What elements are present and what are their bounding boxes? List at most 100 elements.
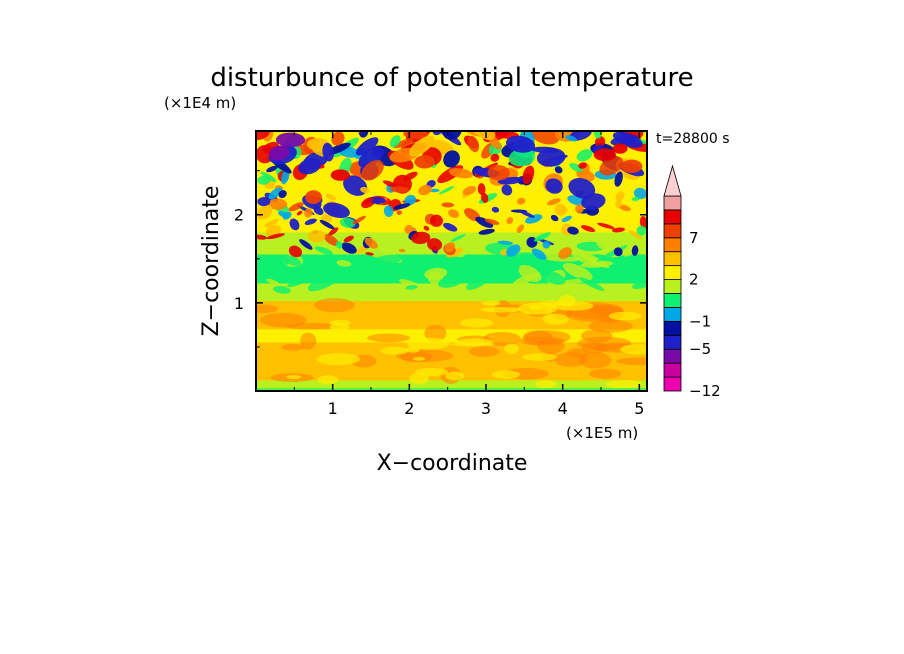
contour-patch — [480, 192, 489, 203]
contour-patch — [620, 344, 647, 355]
contour-patch — [498, 265, 520, 278]
contour-patch — [398, 248, 406, 253]
y-axis: 12 — [234, 170, 647, 348]
x-tick-label: 1 — [328, 399, 338, 418]
contour-patch — [545, 178, 563, 194]
contour-patch — [268, 145, 290, 161]
contour-patch — [396, 210, 402, 215]
contour-patch — [328, 227, 339, 236]
contour-patch — [380, 346, 409, 355]
contour-patch — [636, 225, 647, 236]
contour-patch — [541, 270, 566, 285]
contour-patch — [478, 228, 495, 235]
contour-patch — [330, 169, 350, 181]
contour-patch — [596, 237, 618, 251]
contour-patch — [443, 222, 458, 232]
chart-title: disturbunce of potential temperature — [210, 63, 693, 93]
contour-patch — [460, 318, 494, 328]
contour-patch — [513, 273, 540, 285]
contour-patch — [605, 379, 643, 389]
contour-patch — [469, 131, 496, 141]
contour-patch — [554, 203, 567, 216]
contour-patch — [491, 206, 500, 213]
contour-patch — [450, 234, 466, 242]
colorbar-swatch — [663, 237, 682, 253]
contour-patch — [581, 225, 596, 233]
contour-patch — [357, 274, 369, 282]
contour-patch — [360, 186, 370, 194]
contour-patch — [387, 283, 405, 297]
contour-patch — [305, 190, 322, 205]
contour-patch — [612, 143, 628, 154]
contour-patch — [259, 257, 290, 271]
colorbar-swatch — [663, 348, 682, 364]
colorbar-tick-label: 2 — [689, 271, 699, 289]
contour-patch — [389, 186, 409, 193]
contour-patch — [424, 267, 448, 280]
contour-patch — [275, 132, 306, 148]
y-tick-label: 2 — [234, 206, 244, 225]
heatmap-field — [256, 131, 647, 391]
contour-patch — [409, 135, 435, 157]
contour-patch — [286, 375, 302, 380]
contour-patch — [409, 257, 419, 265]
contour-patch — [256, 234, 267, 240]
contour-patch — [578, 351, 612, 369]
contour-patch — [615, 200, 623, 208]
contour-patch — [268, 187, 283, 200]
contour-patch — [543, 247, 559, 261]
contour-patch — [577, 251, 610, 268]
contour-patch — [418, 184, 432, 196]
contour-patch — [382, 180, 400, 189]
x-tick-label: 2 — [404, 399, 414, 418]
contour-patch — [620, 159, 643, 173]
contour-patch — [558, 247, 572, 260]
x-tick-label: 4 — [558, 399, 568, 418]
contour-patch — [522, 353, 558, 361]
contour-patch — [256, 205, 273, 220]
contour-patch — [256, 304, 279, 314]
contour-patch — [331, 131, 345, 146]
contour-patch — [367, 333, 411, 343]
contour-patch — [633, 187, 647, 200]
contour-patch — [480, 306, 522, 313]
contour-patch — [506, 217, 514, 225]
contour-patch — [486, 285, 516, 301]
contour-patch — [445, 371, 465, 381]
contour-patch — [444, 242, 456, 253]
x-unit-label: (×1E5 m) — [566, 424, 638, 442]
contour-patch — [307, 229, 326, 243]
contour-patch — [576, 149, 593, 162]
contour-patch — [639, 216, 647, 229]
contour-patch — [568, 177, 596, 199]
contour-patch — [530, 131, 560, 145]
contour-patch — [632, 277, 647, 290]
contour-patch — [575, 204, 584, 214]
contour-patch — [519, 257, 550, 267]
contour-patch — [362, 198, 374, 205]
contour-patch — [298, 158, 321, 175]
colorbar-swatch — [663, 334, 682, 350]
colorbar-swatch — [663, 279, 682, 294]
contour-patch — [561, 215, 572, 223]
colorbar-swatch — [663, 293, 682, 308]
contour-patch — [487, 165, 510, 181]
contour-patch — [414, 155, 436, 169]
contour-patch — [361, 287, 390, 298]
contour-patch — [462, 185, 477, 196]
contour-patch — [450, 341, 495, 347]
contour-patch — [438, 186, 455, 195]
contour-patch — [508, 284, 537, 299]
contour-patch — [406, 337, 450, 350]
contour-patch — [594, 136, 606, 148]
contour-patch — [257, 175, 271, 185]
contour-patch — [593, 148, 616, 162]
contour-patch — [423, 225, 430, 231]
contour-patch — [501, 184, 513, 196]
x-axis: 1 2 3 4 5 — [293, 131, 644, 418]
contour-patch — [307, 274, 340, 292]
contour-patch — [589, 368, 622, 379]
contour-band — [256, 388, 647, 391]
contour-patch — [508, 148, 536, 167]
contour-patch — [424, 324, 447, 342]
